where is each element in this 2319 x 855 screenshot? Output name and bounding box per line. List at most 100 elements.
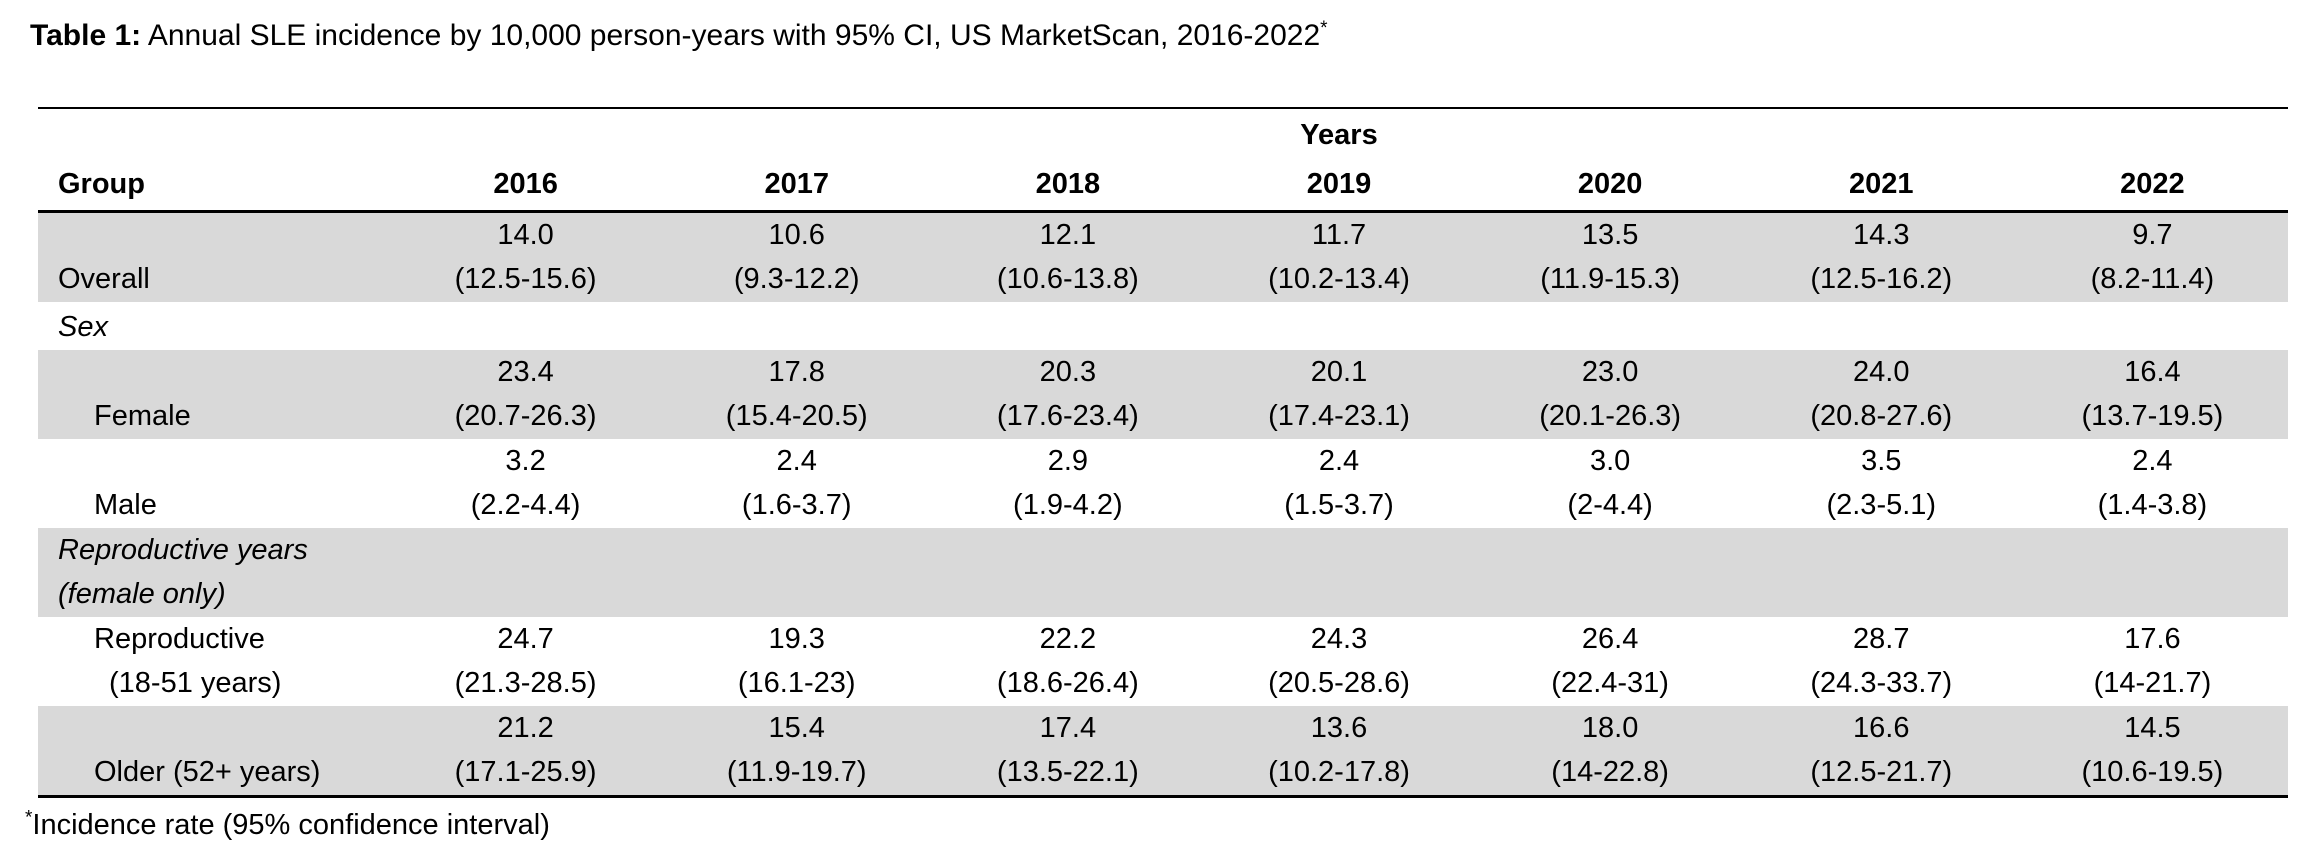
- row-label-reproductive: Reproductive (18-51 years): [38, 617, 390, 706]
- cell-male-2020: 3.0 (2-4.4): [1475, 439, 1746, 528]
- incidence-table: Years Group 2016 2017 2018 2019 2020 202…: [38, 107, 2288, 798]
- ci-value: (1.9-4.2): [1013, 488, 1123, 521]
- cell-overall-2019: 11.7 (10.2-13.4): [1203, 211, 1474, 302]
- year-header-2018: 2018: [932, 154, 1204, 213]
- ci-value: (8.2-11.4): [2090, 262, 2215, 295]
- ci-value: (14-21.7): [2093, 666, 2212, 699]
- rate-value: 14.5: [2124, 711, 2181, 744]
- section-label-sex: Sex: [58, 310, 108, 343]
- rate-value: 28.7: [1853, 622, 1910, 655]
- rate-value: 13.5: [1581, 218, 1639, 251]
- ci-value: (1.5-3.7): [1284, 488, 1394, 521]
- rate-value: 2.4: [1318, 444, 1360, 477]
- group-column-header: Group: [38, 154, 390, 213]
- cell-reproductive-2020: 26.4 (22.4-31): [1475, 617, 1746, 706]
- rate-value: 26.4: [1581, 622, 1639, 655]
- ci-value: (20.1-26.3): [1539, 399, 1682, 432]
- rate-value: 14.3: [1853, 218, 1910, 251]
- cell-female-2018: 20.3 (17.6-23.4): [932, 350, 1203, 439]
- ci-value: (18.6-26.4): [996, 666, 1139, 699]
- cell-female-2022: 16.4 (13.7-19.5): [2017, 350, 2288, 439]
- cell-female-2016: 23.4 (20.7-26.3): [390, 350, 661, 439]
- cell-reproductive-2021: 28.7 (24.3-33.7): [1746, 617, 2017, 706]
- rate-value: 23.4: [497, 355, 554, 388]
- rate-value: 2.4: [2132, 444, 2173, 477]
- row-label-female: Female: [94, 399, 191, 432]
- cell-older-2022: 14.5 (10.6-19.5): [2017, 706, 2288, 797]
- ci-value: (22.4-31): [1551, 666, 1669, 699]
- rate-value: 13.6: [1310, 711, 1368, 744]
- years-header: Years: [1300, 119, 1378, 151]
- ci-value: (13.7-19.5): [2081, 399, 2224, 432]
- ci-value: (1.6-3.7): [741, 488, 852, 521]
- rate-value: 17.4: [1039, 711, 1097, 744]
- section-label-reproductive-years: Reproductive years (female only): [38, 528, 2288, 617]
- cell-reproductive-2022: 17.6 (14-21.7): [2017, 617, 2288, 706]
- rate-value: 12.1: [1039, 218, 1097, 251]
- year-header-2016: 2016: [390, 154, 662, 213]
- year-header-2022: 2022: [2016, 154, 2288, 213]
- cell-overall-2018: 12.1 (10.6-13.8): [932, 211, 1203, 302]
- cell-older-2020: 18.0 (14-22.8): [1475, 706, 1746, 797]
- cell-overall-2021: 14.3 (12.5-16.2): [1746, 211, 2017, 302]
- row-label-male: Male: [94, 488, 157, 521]
- cell-overall-2017: 10.6 (9.3-12.2): [661, 211, 932, 302]
- ci-value: (12.5-21.7): [1810, 755, 1953, 788]
- rate-value: 14.0: [497, 218, 554, 251]
- ci-value: (17.1-25.9): [454, 755, 597, 788]
- ci-value: (10.2-13.4): [1268, 262, 1410, 295]
- year-header-2017: 2017: [661, 154, 933, 213]
- cell-male-2017: 2.4 (1.6-3.7): [661, 439, 932, 528]
- section-label-line2: (female only): [58, 577, 226, 610]
- section-row-reproductive-years: Reproductive years (female only): [38, 527, 2288, 617]
- section-label-line1: Reproductive years: [58, 533, 308, 566]
- section-row-sex: Sex: [38, 302, 2288, 350]
- rate-value: 9.7: [2132, 218, 2173, 251]
- table-title-text: Annual SLE incidence by 10,000 person-ye…: [141, 19, 1321, 52]
- row-female: Female 23.4 (20.7-26.3) 17.8 (15.4-20.5) 2…: [38, 349, 2288, 439]
- rate-value: 16.6: [1853, 711, 1910, 744]
- footnote-text: Incidence rate (95% confidence interval): [32, 808, 550, 841]
- cell-male-2021: 3.5 (2.3-5.1): [1746, 439, 2017, 528]
- rate-value: 19.3: [768, 622, 825, 655]
- cell-reproductive-2016: 24.7 (21.3-28.5): [390, 617, 661, 706]
- cell-older-2016: 21.2 (17.1-25.9): [390, 706, 661, 797]
- rate-value: 11.7: [1311, 218, 1367, 251]
- table-title: Table 1: Annual SLE incidence by 10,000 …: [30, 16, 2319, 56]
- years-header-spacer: [38, 108, 390, 154]
- year-header-2020: 2020: [1474, 154, 1746, 213]
- ci-value: (20.5-28.6): [1268, 666, 1410, 699]
- ci-value: (10.6-19.5): [2081, 755, 2224, 788]
- cell-female-2020: 23.0 (20.1-26.3): [1475, 350, 1746, 439]
- rate-value: 16.4: [2124, 355, 2181, 388]
- ci-value: (9.3-12.2): [733, 262, 860, 295]
- ci-value: (12.5-16.2): [1810, 262, 1953, 295]
- rate-value: 20.3: [1039, 355, 1097, 388]
- ci-value: (17.6-23.4): [996, 399, 1139, 432]
- ci-value: (20.8-27.6): [1810, 399, 1953, 432]
- table-title-asterisk: *: [1320, 18, 1328, 39]
- row-older: Older (52+ years) 21.2 (17.1-25.9) 15.4 (1…: [38, 705, 2288, 797]
- cell-female-2019: 20.1 (17.4-23.1): [1203, 350, 1474, 439]
- row-male: Male 3.2 (2.2-4.4) 2.4 (1.6-3.7) 2.9 (1.9-4…: [38, 439, 2288, 528]
- year-header-2019: 2019: [1203, 154, 1475, 213]
- cell-older-2021: 16.6 (12.5-21.7): [1746, 706, 2017, 797]
- row-label-overall: Overall: [58, 262, 150, 295]
- ci-value: (14-22.8): [1551, 755, 1669, 788]
- rate-value: 17.6: [2124, 622, 2181, 655]
- rate-value: 10.6: [768, 218, 825, 251]
- table-header: Years Group 2016 2017 2018 2019 2020 202…: [38, 108, 2288, 213]
- rate-value: 21.2: [497, 711, 554, 744]
- rate-value: 24.7: [497, 622, 554, 655]
- ci-value: (21.3-28.5): [454, 666, 597, 699]
- row-label-older: Older (52+ years): [94, 755, 321, 788]
- row-reproductive: Reproductive (18-51 years) 24.7 (21.3-28.…: [38, 617, 2288, 706]
- column-header-row: Group 2016 2017 2018 2019 2020 2021 2022: [38, 154, 2288, 213]
- page: Table 1: Annual SLE incidence by 10,000 …: [0, 16, 2319, 855]
- table-body: Overall 14.0 (12.5-15.6) 10.6 (9.3-12.2) 1…: [38, 211, 2288, 796]
- rate-value: 22.2: [1039, 622, 1097, 655]
- cell-female-2021: 24.0 (20.8-27.6): [1746, 350, 2017, 439]
- cell-older-2017: 15.4 (11.9-19.7): [661, 706, 932, 797]
- footnote-asterisk: *: [25, 806, 33, 828]
- rate-value: 3.5: [1861, 444, 1902, 477]
